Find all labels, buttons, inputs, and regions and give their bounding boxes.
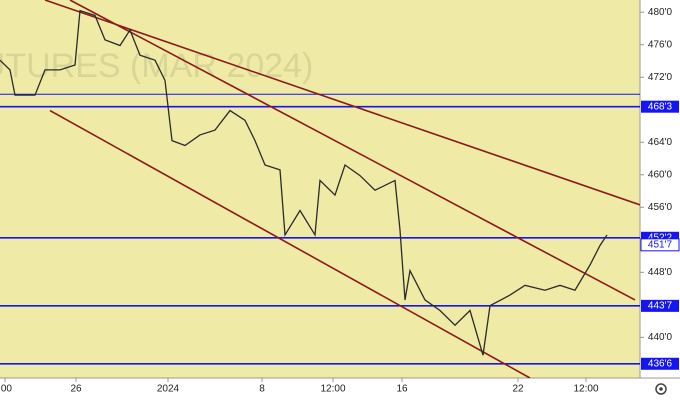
x-tick-label: 12:00 bbox=[320, 384, 345, 395]
level-label-box bbox=[641, 100, 679, 113]
level-label: 468'3 bbox=[648, 101, 673, 112]
x-tick-label: 26 bbox=[70, 384, 82, 395]
price-label: 451'7 bbox=[648, 239, 673, 250]
y-tick-label: 460'0 bbox=[648, 169, 673, 180]
x-tick-label: 8 bbox=[259, 384, 265, 395]
price-line bbox=[0, 9, 608, 356]
y-tick-label: 476'0 bbox=[648, 39, 673, 50]
level-label-box bbox=[641, 357, 679, 370]
x-tick-label: 16 bbox=[396, 384, 408, 395]
trendline bbox=[69, 0, 636, 301]
price-label-box bbox=[640, 238, 680, 252]
y-tick-label: 472'0 bbox=[648, 72, 673, 83]
y-tick-label: 440'0 bbox=[648, 332, 673, 343]
plot bbox=[0, 0, 640, 378]
x-tick-label: 22 bbox=[512, 384, 524, 395]
y-tick-label: 464'0 bbox=[648, 137, 673, 148]
y-tick-label: 480'0 bbox=[648, 7, 673, 18]
axes: 480'0 476'0 472'0 464'0 460'0 456'0 448'0 440'0… bbox=[0, 7, 680, 395]
level-label: 436'6 bbox=[648, 358, 673, 369]
x-tick-label: 2024 bbox=[157, 384, 180, 395]
level-label: 452'2 bbox=[648, 232, 673, 243]
trendline bbox=[44, 0, 640, 206]
y-tick-label: 456'0 bbox=[648, 202, 673, 213]
y-tick-label: 448'0 bbox=[648, 267, 673, 278]
settings-icon[interactable] bbox=[655, 383, 667, 395]
trendline bbox=[49, 109, 531, 378]
watermark: FUTURES (MAR 2024) bbox=[0, 47, 313, 85]
level-label: 443'7 bbox=[648, 300, 673, 311]
level-label-box bbox=[641, 299, 679, 312]
x-tick-label: :00 bbox=[0, 384, 12, 395]
x-tick-label: 12:00 bbox=[573, 384, 598, 395]
plot-area bbox=[0, 0, 640, 378]
